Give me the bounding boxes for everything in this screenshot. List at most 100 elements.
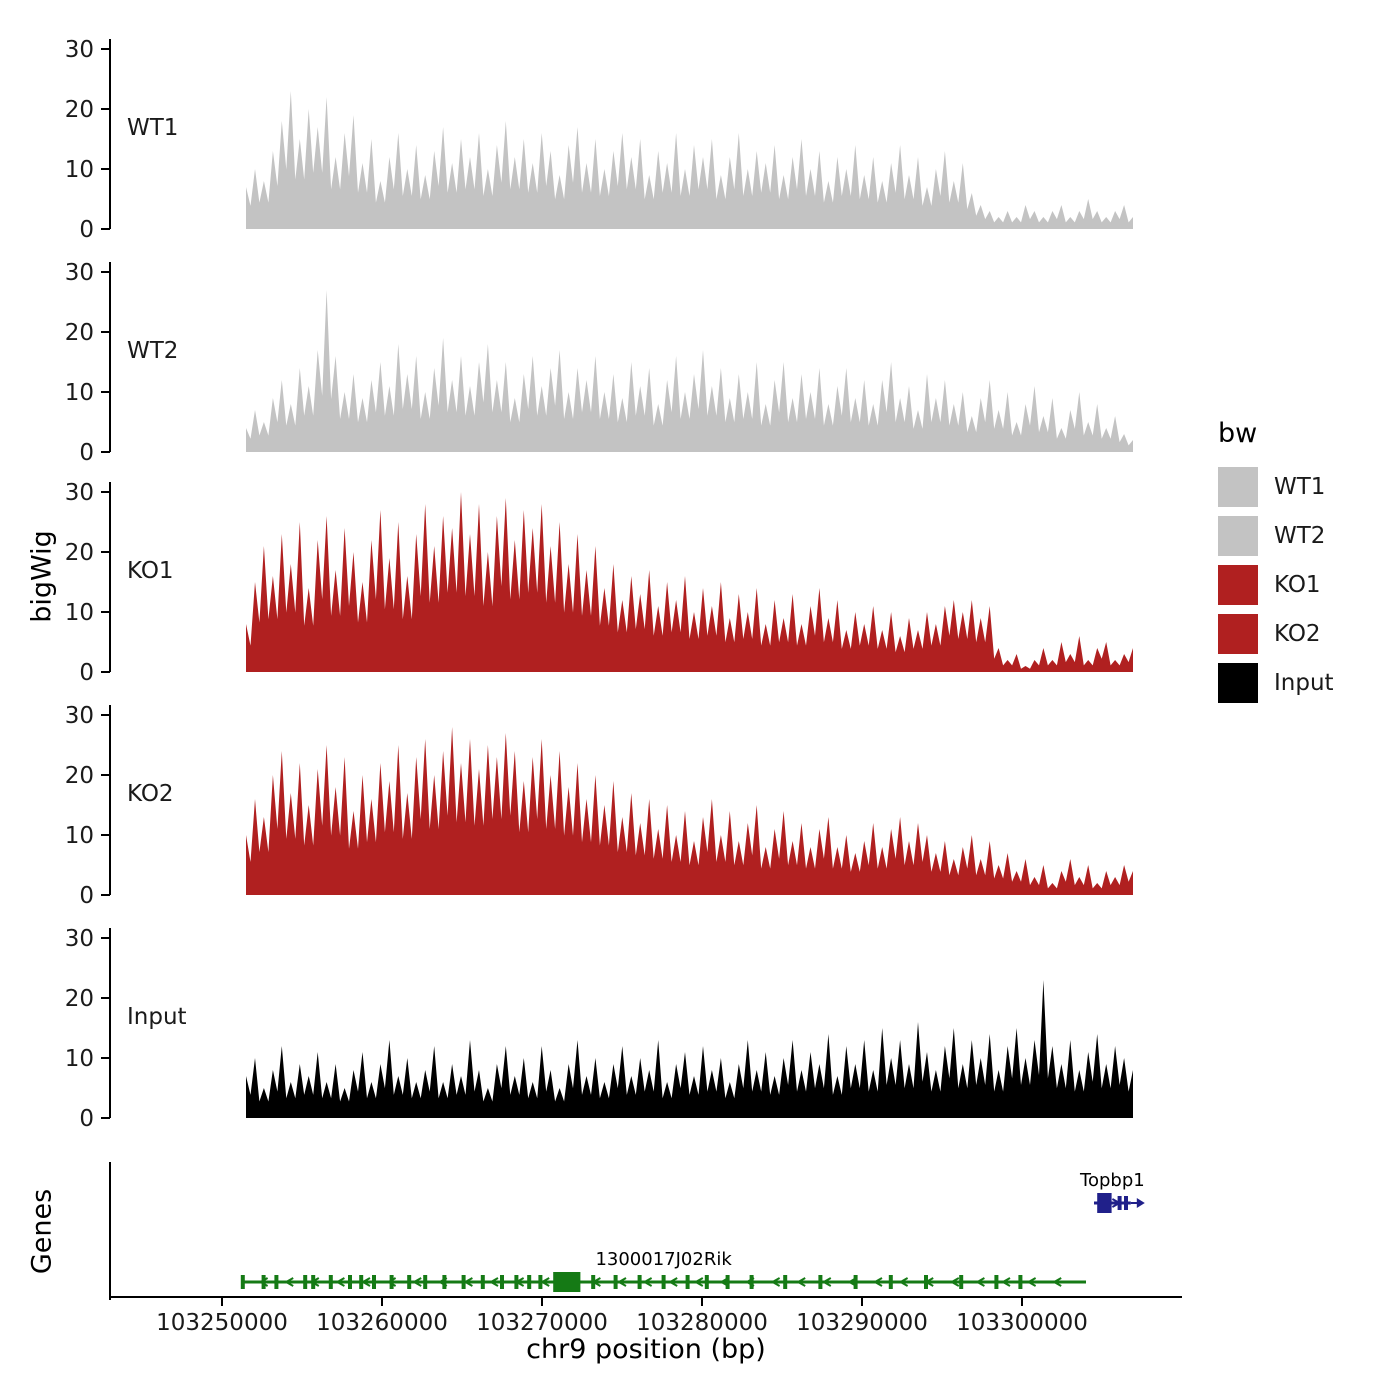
gene-exon-1300017j02rik xyxy=(591,1275,596,1289)
track-area-wt2 xyxy=(246,290,1133,452)
gene-exon-1300017j02rik xyxy=(480,1275,485,1289)
gene-exon-1300017j02rik xyxy=(994,1275,999,1289)
gene-exon-1300017j02rik xyxy=(725,1275,730,1289)
y-tick-label: 30 xyxy=(65,926,94,952)
track-area-ko1 xyxy=(246,492,1133,672)
gene-exon-1300017j02rik xyxy=(328,1275,333,1289)
x-tick-label: 103260000 xyxy=(316,1310,448,1336)
y-tick-label: 30 xyxy=(65,703,94,729)
legend-item-input: Input xyxy=(1218,663,1400,703)
y-tick-label: 30 xyxy=(65,480,94,506)
gene-label-topbp1: Topbp1 xyxy=(1079,1170,1145,1191)
gene-exon-1300017j02rik xyxy=(637,1275,642,1289)
track-label-input: Input xyxy=(127,1004,187,1030)
gene-exon-1300017j02rik xyxy=(442,1275,447,1289)
strand-arrow-icon xyxy=(770,1277,781,1287)
strand-arrow-icon xyxy=(796,1277,806,1287)
y-tick-label: 10 xyxy=(65,823,94,849)
gene-big-exon-1300017j02rik xyxy=(553,1272,581,1292)
gene-exon-1300017j02rik xyxy=(372,1275,376,1289)
gene-exon-1300017j02rik xyxy=(407,1275,412,1289)
legend-swatch-ko1 xyxy=(1218,565,1258,605)
y-tick-label: 0 xyxy=(79,1106,94,1132)
legend-swatch-ko2 xyxy=(1218,614,1258,654)
track-area-ko2 xyxy=(246,727,1133,895)
y-tick-label: 0 xyxy=(79,440,94,466)
gene-exon-1300017j02rik xyxy=(924,1275,928,1289)
gene-exon-1300017j02rik xyxy=(500,1275,504,1289)
strand-arrow-icon xyxy=(488,1277,499,1287)
gene-exon-1300017j02rik xyxy=(783,1275,788,1289)
legend-item-wt2: WT2 xyxy=(1218,516,1400,556)
legend-label: WT2 xyxy=(1274,523,1326,549)
gene-exon-1300017j02rik xyxy=(704,1275,709,1289)
x-tick-label: 103250000 xyxy=(156,1310,288,1336)
strand-arrow-icon xyxy=(693,1277,704,1287)
y-tick-label: 20 xyxy=(65,320,94,346)
y-tick-label: 20 xyxy=(65,540,94,566)
y-tick-label: 20 xyxy=(65,97,94,123)
gene-exon-1300017j02rik xyxy=(303,1275,308,1289)
x-tick-label: 103300000 xyxy=(956,1310,1088,1336)
y-tick-label: 10 xyxy=(65,157,94,183)
gene-big-exon-topbp1 xyxy=(1097,1193,1112,1213)
gene-exon-1300017j02rik xyxy=(613,1275,618,1289)
y-tick-label: 30 xyxy=(65,37,94,63)
strand-arrow-icon xyxy=(821,1277,832,1287)
y-tick-label: 10 xyxy=(65,1046,94,1072)
x-tick-label: 103280000 xyxy=(636,1310,768,1336)
gene-exon-1300017j02rik xyxy=(423,1275,428,1289)
strand-arrow-icon xyxy=(1052,1277,1062,1287)
y-tick-label: 10 xyxy=(65,380,94,406)
track-label-wt1: WT1 xyxy=(127,115,178,141)
gene-exon-1300017j02rik xyxy=(959,1275,964,1289)
track-label-wt2: WT2 xyxy=(127,338,178,364)
y-tick-label: 0 xyxy=(79,217,94,243)
gene-exon-1300017j02rik xyxy=(818,1275,823,1289)
strand-arrow-icon xyxy=(975,1277,985,1287)
legend-item-ko1: KO1 xyxy=(1218,565,1400,605)
legend-label: KO2 xyxy=(1274,621,1321,647)
gene-exon-1300017j02rik xyxy=(661,1275,666,1289)
legend-items: WT1 WT2 KO1 KO2 Input xyxy=(1218,467,1400,703)
gene-exon-1300017j02rik xyxy=(348,1275,352,1289)
y-tick-label: 10 xyxy=(65,600,94,626)
legend-swatch-input xyxy=(1218,663,1258,703)
strand-arrow-icon xyxy=(668,1277,678,1287)
y-tick-label: 30 xyxy=(65,260,94,286)
legend-label: Input xyxy=(1274,670,1334,696)
track-label-ko2: KO2 xyxy=(127,781,174,807)
strand-arrow-icon xyxy=(1000,1277,1011,1287)
strand-arrow-icon xyxy=(898,1277,909,1287)
gene-exon-1300017j02rik xyxy=(853,1275,858,1289)
gene-exon-1300017j02rik xyxy=(461,1275,466,1289)
strand-arrow-icon xyxy=(642,1277,653,1287)
legend: bw WT1 WT2 KO1 KO2 Input xyxy=(1218,418,1400,712)
y-tick-label: 20 xyxy=(65,986,94,1012)
strand-arrow-icon xyxy=(412,1277,422,1287)
strand-arrow-icon xyxy=(284,1277,294,1287)
track-area-wt1 xyxy=(246,91,1133,229)
x-tick-label: 103270000 xyxy=(476,1310,608,1336)
legend-item-wt1: WT1 xyxy=(1218,467,1400,507)
gene-exon-1300017j02rik xyxy=(538,1275,543,1289)
gene-exon-1300017j02rik xyxy=(359,1275,364,1289)
legend-label: KO1 xyxy=(1274,572,1321,598)
gene-label-1300017j02rik: 1300017J02Rik xyxy=(595,1249,732,1270)
y-tick-label: 0 xyxy=(79,883,94,909)
strand-arrow-icon xyxy=(616,1277,627,1287)
gene-arrowhead-icon xyxy=(1136,1198,1145,1208)
strand-arrow-icon xyxy=(949,1277,960,1287)
legend-swatch-wt1 xyxy=(1218,467,1258,507)
legend-label: WT1 xyxy=(1274,474,1326,500)
gene-exon-1300017j02rik xyxy=(888,1275,893,1289)
gene-exon-topbp1 xyxy=(1117,1196,1122,1210)
y-tick-label: 0 xyxy=(79,660,94,686)
strand-arrow-icon xyxy=(872,1277,883,1287)
gene-exon-1300017j02rik xyxy=(240,1275,245,1289)
y-axis-title-bigwig: bigWig xyxy=(26,530,58,623)
gene-exon-topbp1 xyxy=(1124,1196,1128,1210)
gene-exon-1300017j02rik xyxy=(749,1275,754,1289)
